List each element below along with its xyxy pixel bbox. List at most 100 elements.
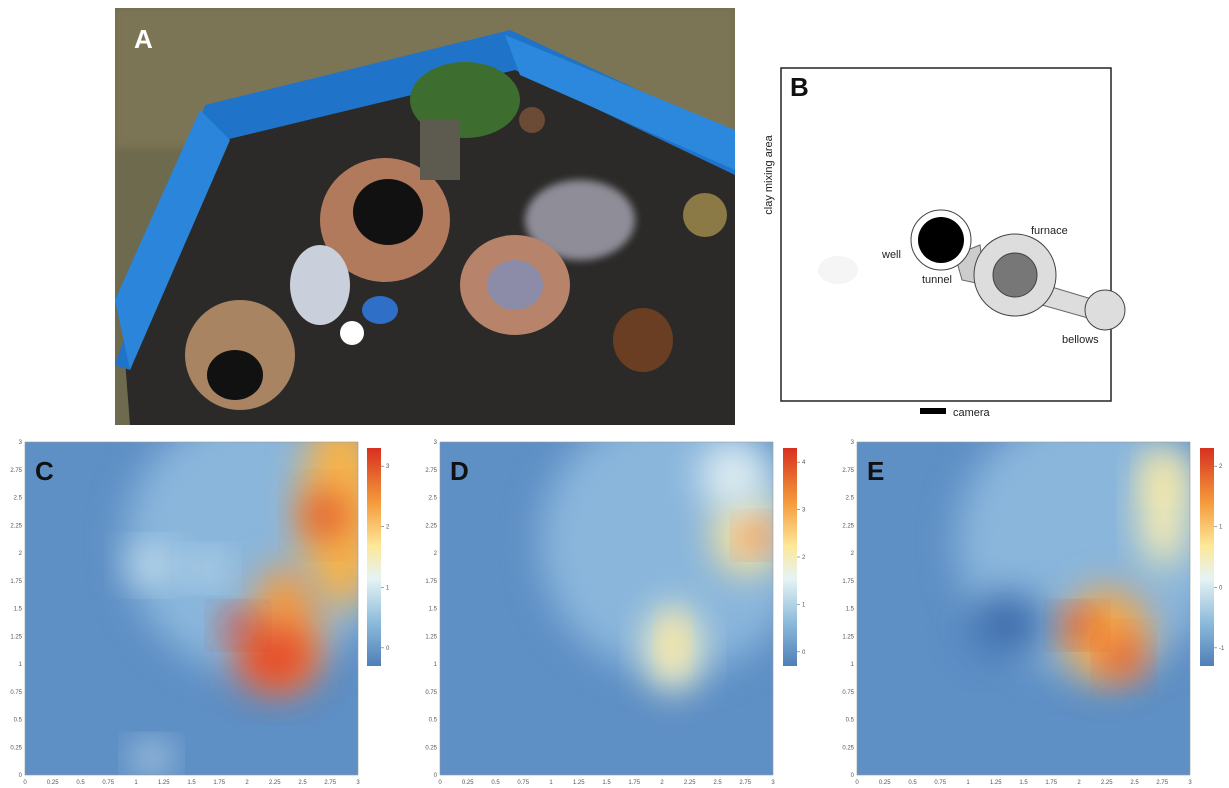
colorbar-tick-label: 2 [1219, 464, 1223, 470]
blob [663, 621, 684, 662]
colorbar-tick-label: 1 [1219, 525, 1223, 531]
x-tick-label: 1 [966, 780, 970, 786]
x-tick-label: 2.75 [324, 780, 336, 786]
x-tick-label: 0.25 [462, 780, 474, 786]
colorbar-tick-label: 2 [802, 555, 806, 561]
x-tick-label: 1.5 [187, 780, 196, 786]
x-tick-label: 1.25 [990, 780, 1002, 786]
y-tick-label: 1.5 [846, 607, 855, 613]
label: clay mixing area [763, 134, 775, 214]
x-tick-label: 2 [660, 780, 664, 786]
x-tick-label: 2.5 [1130, 780, 1139, 786]
x-tick-label: 0 [855, 780, 859, 786]
y-tick-label: 1.25 [842, 634, 854, 640]
y-tick-label: 1 [434, 662, 438, 668]
y-tick-label: 2.5 [14, 496, 23, 502]
heatmap-panel: 000.250.250.50.50.750.75111.251.251.51.5… [842, 440, 1225, 786]
y-tick-label: 2.75 [425, 468, 437, 474]
y-tick-label: 0.75 [842, 690, 854, 696]
heatmap-panel: 000.250.250.50.50.750.75111.251.251.51.5… [10, 440, 390, 786]
colorbar-tick-label: -1 [1219, 646, 1225, 652]
y-tick-label: 0.5 [429, 718, 438, 724]
well-shape [918, 217, 964, 263]
y-tick-label: 2.25 [10, 523, 22, 529]
blob [1146, 458, 1181, 492]
colorbar-tick-label: 3 [802, 508, 806, 514]
label: furnace [1031, 225, 1068, 237]
colorbar-tick-label: 1 [802, 602, 806, 608]
x-tick-label: 1.25 [573, 780, 585, 786]
heatmap-panel: 000.250.250.50.50.750.75111.251.251.51.5… [425, 440, 806, 786]
y-tick-label: 1.75 [10, 579, 22, 585]
x-tick-label: 1 [134, 780, 138, 786]
x-tick-label: 0 [438, 780, 442, 786]
y-tick-label: 2.25 [425, 523, 437, 529]
y-tick-label: 3 [851, 440, 855, 446]
shape [818, 256, 858, 284]
colorbar-tick-label: 1 [386, 585, 390, 591]
colorbar-tick-label: 0 [386, 646, 390, 652]
diagram: B clay mixing area well tunnel furnace b… [763, 67, 1126, 419]
y-tick-label: 0.25 [842, 745, 854, 751]
x-tick-label: 2.75 [1156, 780, 1168, 786]
label: camera [953, 407, 991, 419]
x-tick-label: 0 [23, 780, 27, 786]
x-tick-label: 1.5 [602, 780, 611, 786]
colorbar [367, 448, 381, 666]
y-tick-label: 0.75 [425, 690, 437, 696]
colorbar [1200, 448, 1214, 666]
x-tick-label: 2.5 [298, 780, 307, 786]
y-tick-label: 2 [434, 551, 438, 557]
x-tick-label: 0.5 [491, 780, 500, 786]
x-tick-label: 2.25 [1101, 780, 1113, 786]
y-tick-label: 2.75 [10, 468, 22, 474]
panel-label: D [450, 456, 469, 486]
label: tunnel [922, 274, 952, 286]
heatmap [440, 442, 773, 775]
y-tick-label: 1.25 [425, 634, 437, 640]
x-tick-label: 1.75 [213, 780, 225, 786]
y-tick-label: 2 [851, 551, 855, 557]
y-tick-label: 2.5 [429, 496, 438, 502]
x-tick-label: 3 [356, 780, 360, 786]
colorbar [783, 448, 797, 666]
x-tick-label: 0.5 [908, 780, 917, 786]
colorbar-tick-label: 0 [802, 650, 806, 656]
colorbar-tick-label: 4 [802, 460, 806, 466]
x-tick-label: 0.25 [879, 780, 891, 786]
blob [1106, 638, 1141, 679]
camera-shape [920, 408, 946, 414]
y-tick-label: 0.5 [846, 718, 855, 724]
panel-label: A [134, 24, 153, 54]
panel-label: B [790, 72, 809, 102]
x-tick-label: 1.25 [158, 780, 170, 786]
furnace-shape [992, 252, 1038, 298]
panel-label: E [867, 456, 884, 486]
colorbar-tick-label: 3 [386, 464, 390, 470]
y-tick-label: 2.5 [846, 496, 855, 502]
y-tick-label: 2.75 [842, 468, 854, 474]
photo [115, 8, 735, 425]
blob [966, 591, 1047, 659]
colorbar-tick-label: 0 [1219, 585, 1223, 591]
blob [134, 745, 169, 772]
blob [191, 555, 225, 582]
x-tick-label: 0.5 [76, 780, 85, 786]
y-tick-label: 1.5 [14, 607, 23, 613]
y-tick-label: 0 [434, 773, 438, 779]
blob [128, 548, 175, 582]
blob [221, 611, 255, 639]
y-tick-label: 1.75 [425, 579, 437, 585]
x-tick-label: 1.5 [1019, 780, 1028, 786]
x-tick-label: 2.25 [684, 780, 696, 786]
y-tick-label: 0.25 [425, 745, 437, 751]
colorbar-tick-label: 2 [386, 525, 390, 531]
blob [699, 442, 767, 509]
bellows-shape [1084, 289, 1126, 331]
y-tick-label: 0.75 [10, 690, 22, 696]
y-tick-label: 0 [851, 773, 855, 779]
blob [743, 521, 770, 549]
x-tick-label: 0.25 [47, 780, 59, 786]
x-tick-label: 2.5 [713, 780, 722, 786]
x-tick-label: 0.75 [934, 780, 946, 786]
